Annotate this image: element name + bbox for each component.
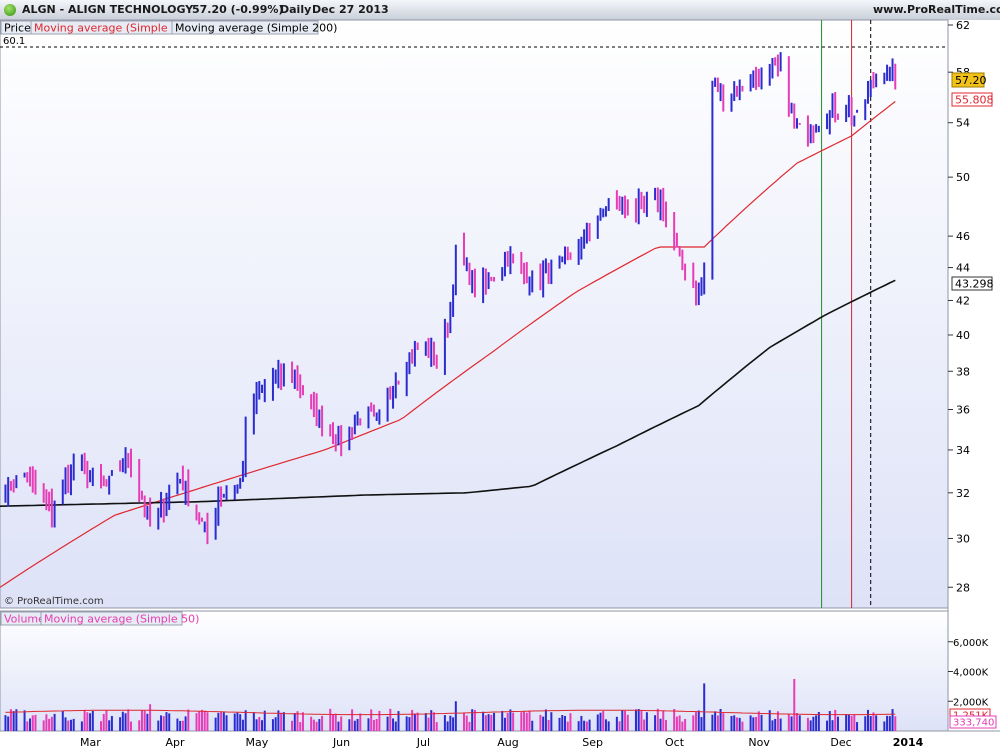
ref-level-label: 60.1: [3, 36, 25, 47]
date-axis-label: Apr: [166, 736, 186, 749]
price-axis-label: 30: [956, 532, 970, 545]
last-price-label: 57.20: [955, 74, 987, 87]
price-axis-label: 50: [956, 171, 970, 184]
volume-axis-label: 6,000K: [953, 638, 989, 649]
price-axis-label: 38: [956, 365, 970, 378]
legend-price: Price: [4, 22, 31, 35]
ma200-value-label: 43.298: [955, 278, 994, 291]
ma200-badge: [951, 276, 993, 291]
legend-ma50: Moving average (Simple 50): [34, 22, 189, 35]
date-axis-label: Sep: [582, 736, 603, 749]
last-price-badge: [951, 72, 985, 88]
date-axis-label: Nov: [748, 736, 770, 749]
price-axis-label: 36: [956, 404, 970, 417]
price-axis-label: 54: [956, 117, 970, 130]
date-text: Dec 27 2013: [312, 3, 389, 16]
volume-ma-line: [5, 709, 896, 716]
price-axis-label: 28: [956, 581, 970, 594]
date-axis-label: May: [246, 736, 269, 749]
price-axis-label: 40: [956, 329, 970, 342]
date-axis: [0, 731, 1000, 750]
price-axis-label: 46: [956, 230, 970, 243]
legend-volume-ma: Moving average (Simple 50): [44, 613, 199, 626]
volume-last-label: 333,740: [953, 718, 994, 729]
volume-last-badge: [949, 715, 997, 729]
price-axis-label: 32: [956, 487, 970, 500]
instrument-title: ALGN - ALIGN TECHNOLOGY: [22, 3, 194, 16]
date-axis-label: Mar: [80, 736, 101, 749]
ma50-badge: [951, 92, 993, 107]
ma50-value-label: 55.808: [955, 94, 994, 107]
legend-ma200-box: [171, 20, 319, 35]
date-axis-label: Jul: [416, 736, 430, 749]
date-axis-label: Oct: [665, 736, 685, 749]
period-text: Daily: [280, 3, 312, 16]
legend-ma200: Moving average (Simple 200): [175, 22, 337, 35]
price-axis: [948, 20, 1000, 731]
date-axis-label: Dec: [830, 736, 851, 749]
title-bar: ALGN - ALIGN TECHNOLOGY 57.20 (-0.99%) D…: [0, 0, 1000, 21]
legend-volume-ma-box: [40, 611, 183, 626]
date-axis-label: 2014: [893, 736, 924, 749]
date-axis-label: Jun: [332, 736, 350, 749]
price-panel: [0, 19, 949, 609]
volume-axis-label: 4,000K: [953, 668, 989, 679]
legend-volume: Volume: [4, 613, 45, 626]
price-axis-label: 34: [956, 444, 970, 457]
site-link[interactable]: www.ProRealTime.com: [873, 3, 1000, 16]
price-axis-label: 62: [956, 19, 970, 32]
quote-text: 57.20 (-0.99%): [192, 3, 284, 16]
price-axis-label: 42: [956, 294, 970, 307]
app-status-icon: [4, 4, 16, 16]
volume-axis-label: 2,000K: [953, 697, 989, 708]
date-axis-label: Aug: [497, 736, 518, 749]
price-axis-label: 44: [956, 262, 970, 275]
watermark: © ProRealTime.com: [4, 596, 104, 607]
